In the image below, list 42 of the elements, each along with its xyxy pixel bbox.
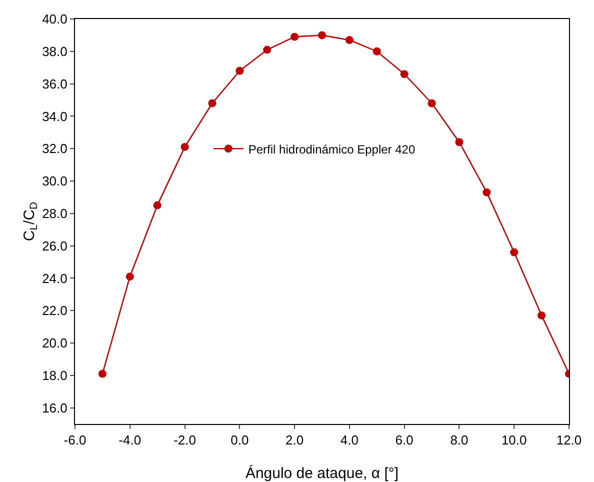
x-tick-label: -2.0 (174, 432, 196, 448)
point (318, 31, 326, 40)
y-tick-label: 30.0 (42, 174, 68, 189)
x-tick-label: -4.0 (118, 432, 142, 448)
y-tick-label: 32.0 (42, 141, 68, 156)
y-tick-label: 40.0 (42, 12, 68, 27)
point (428, 99, 436, 108)
point (126, 272, 134, 281)
point (510, 248, 518, 256)
y-tick-label: 36.0 (42, 76, 68, 92)
x-tick-label: 4.0 (340, 432, 358, 448)
point (290, 32, 299, 41)
x-tick-label: 2.0 (286, 432, 304, 448)
point (538, 311, 546, 320)
y-tick-label: 26.0 (42, 238, 68, 254)
x-axis-title: Ángulo de ataque, α [°] (245, 464, 399, 482)
y-tick-label: 20.0 (42, 336, 68, 351)
y-tick-label: 24.0 (42, 270, 68, 286)
y-tick-label: 16.0 (42, 400, 68, 416)
y-tick-label: 18.0 (42, 368, 68, 383)
point (263, 46, 272, 54)
point (153, 201, 162, 210)
point (98, 370, 106, 378)
x-tick-label: 12.0 (556, 432, 582, 448)
y-tick-label: 38.0 (42, 44, 68, 59)
y-tick-label: 22.0 (42, 303, 68, 318)
point (455, 138, 464, 146)
point (345, 36, 354, 44)
x-tick-label: 10.0 (501, 432, 527, 448)
point (372, 47, 381, 56)
point (400, 70, 408, 78)
legend-label: Perfil hidrodinámico Eppler 420 (248, 142, 416, 156)
point (236, 66, 244, 75)
y-tick-label: 34.0 (42, 108, 68, 124)
y-tick-label: 28.0 (42, 206, 68, 221)
point (180, 142, 189, 151)
point (482, 188, 491, 196)
x-tick-label: 0.0 (230, 432, 249, 448)
point (208, 99, 216, 108)
x-tick-label: -6.0 (64, 432, 86, 448)
x-tick-label: 6.0 (395, 432, 414, 448)
x-tick-label: 8.0 (450, 432, 468, 448)
